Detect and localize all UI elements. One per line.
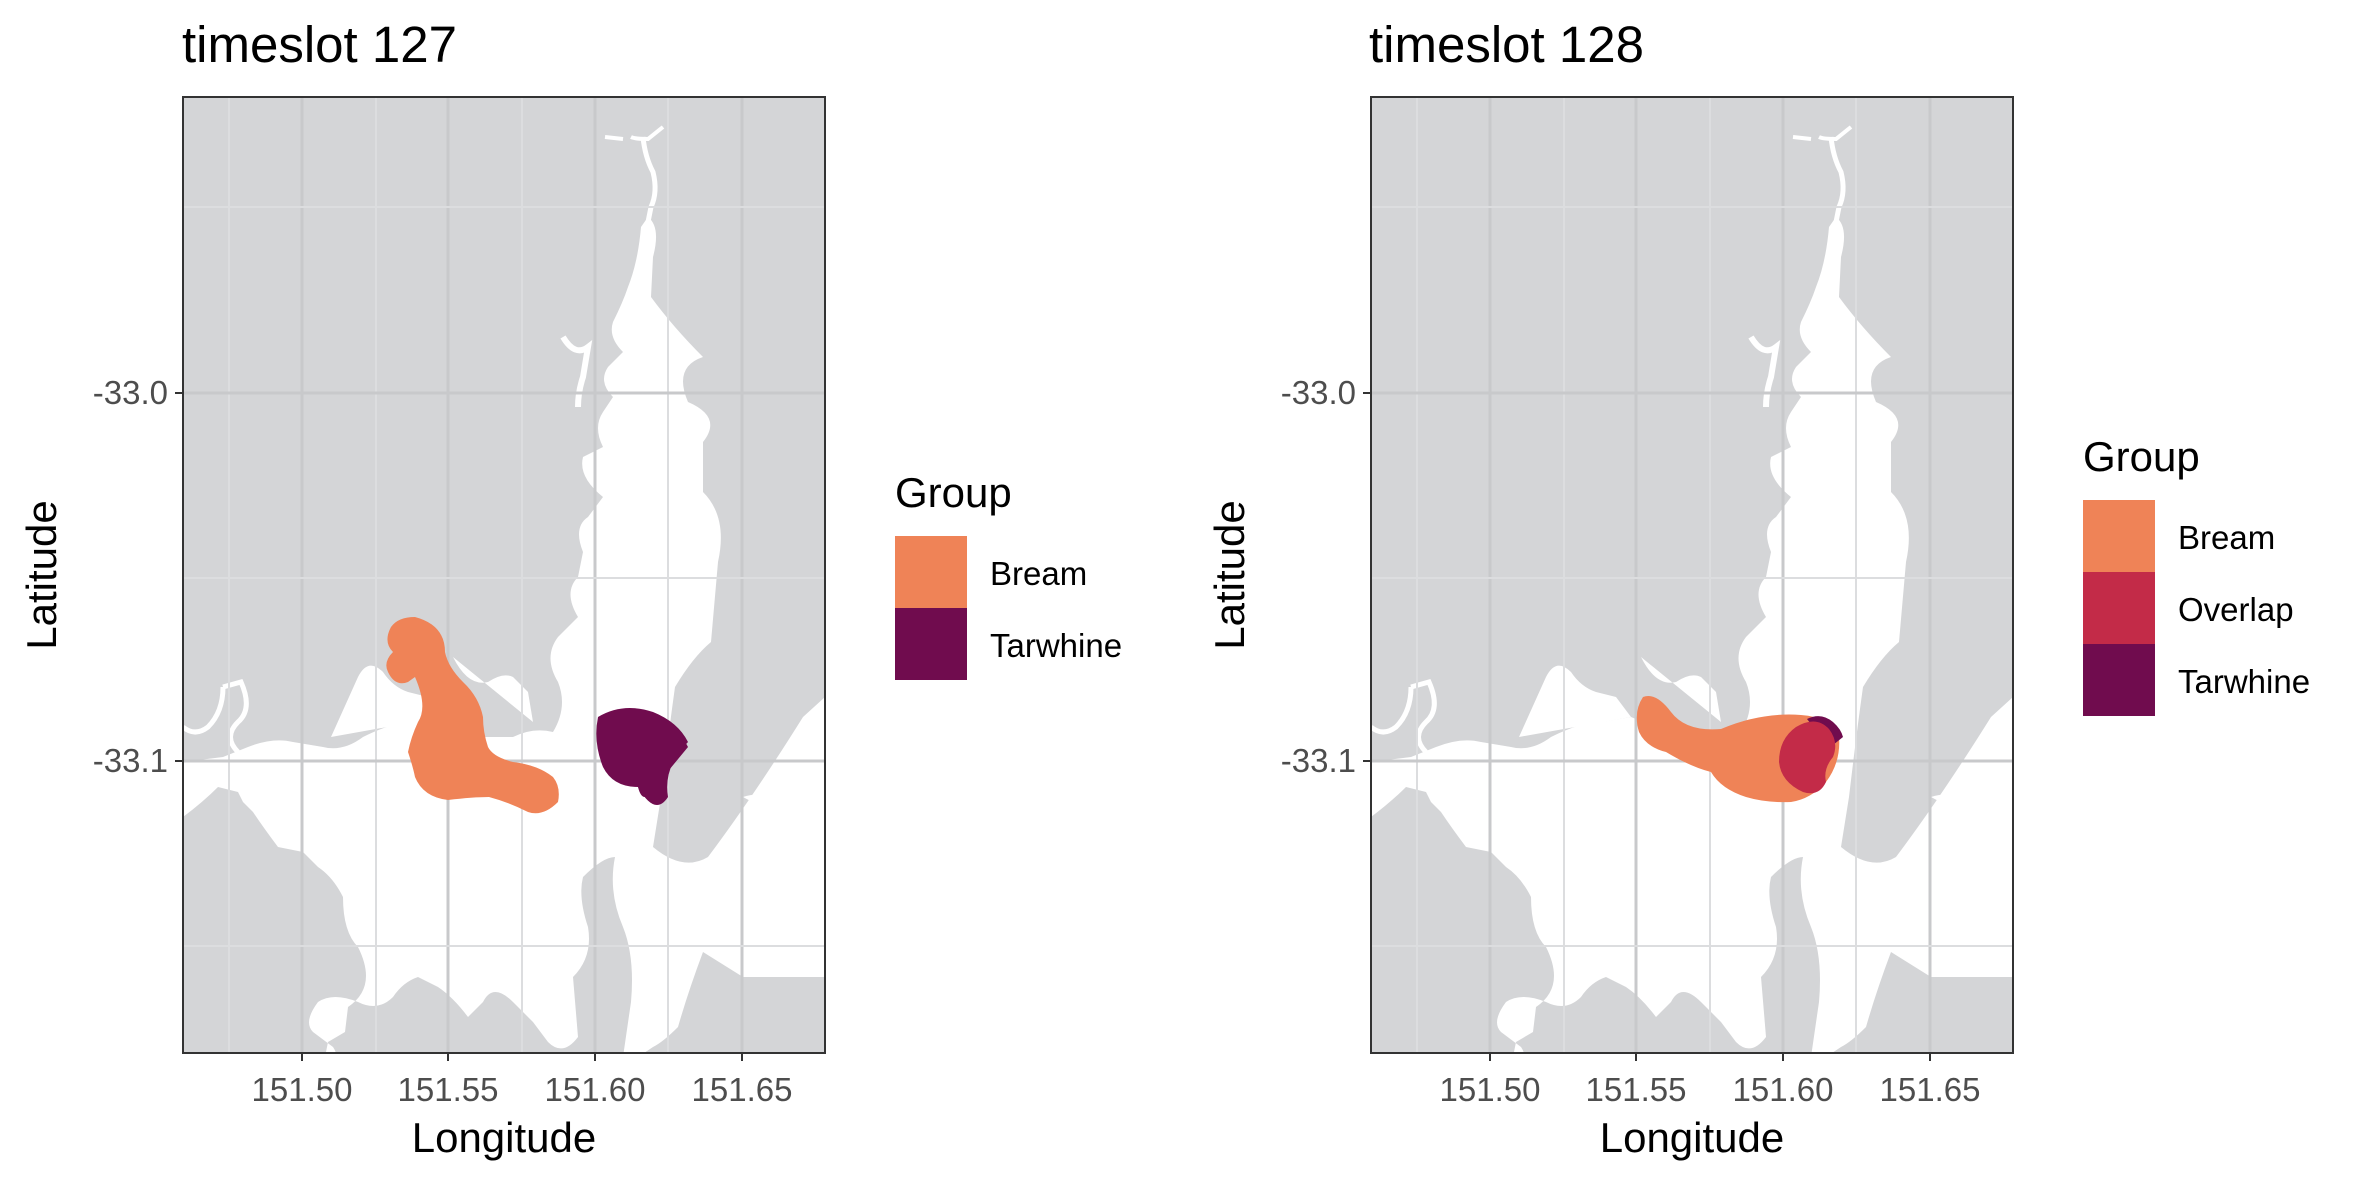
- y-axis-title: Latitude: [18, 500, 65, 649]
- x-axis: 151.50 151.55 151.60 151.65 Longitude: [1440, 1053, 1981, 1161]
- grid-lines: [1371, 97, 2013, 1053]
- bream-region: [386, 617, 559, 814]
- x-axis-title: Longitude: [412, 1114, 597, 1161]
- map-area: [1370, 96, 2014, 1067]
- legend-key-overlap: [2083, 572, 2155, 644]
- y-axis: -33.0 -33.1 Latitude: [18, 374, 183, 779]
- panel-timeslot-127: timeslot 127: [18, 16, 1122, 1161]
- x-tick-label: 151.65: [692, 1071, 793, 1108]
- grid-lines: [183, 97, 825, 1053]
- x-tick-label: 151.55: [1586, 1071, 1687, 1108]
- y-tick-label: -33.1: [1281, 742, 1356, 779]
- x-tick-label: 151.65: [1880, 1071, 1981, 1108]
- y-axis: -33.0 -33.1 Latitude: [1206, 374, 1371, 779]
- legend-label: Bream: [990, 555, 1087, 592]
- panel-title: timeslot 127: [182, 16, 457, 73]
- legend-label: Overlap: [2178, 591, 2294, 628]
- panel-border: [1370, 96, 2014, 1054]
- legend-key-tarwhine: [895, 608, 967, 680]
- map-area: [182, 96, 826, 1067]
- panel-title: timeslot 128: [1369, 16, 1644, 73]
- tarwhine-region-2: [596, 708, 688, 805]
- legend: Group Bream Tarwhine: [895, 469, 1122, 680]
- x-tick-label: 151.60: [545, 1071, 646, 1108]
- legend-key-bream: [2083, 500, 2155, 572]
- y-axis-title: Latitude: [1206, 500, 1253, 649]
- y-tick-label: -33.1: [93, 742, 168, 779]
- legend-label: Tarwhine: [990, 627, 1122, 664]
- legend-key-tarwhine: [2083, 644, 2155, 716]
- legend-key-bream: [895, 536, 967, 608]
- x-axis-title: Longitude: [1600, 1114, 1785, 1161]
- panel-timeslot-128: timeslot 128: [1206, 16, 2310, 1161]
- x-tick-label: 151.50: [252, 1071, 353, 1108]
- legend: Group Bream Overlap Tarwhine: [2083, 433, 2310, 716]
- y-tick-label: -33.0: [93, 374, 168, 411]
- x-tick-label: 151.50: [1440, 1071, 1541, 1108]
- legend-title: Group: [2083, 433, 2200, 480]
- legend-label: Bream: [2178, 519, 2275, 556]
- legend-label: Tarwhine: [2178, 663, 2310, 700]
- panel-border: [182, 96, 826, 1054]
- legend-title: Group: [895, 469, 1012, 516]
- x-tick-label: 151.55: [398, 1071, 499, 1108]
- overlap-region: [1779, 721, 1836, 794]
- x-axis: 151.50 151.55 151.60 151.65 Longitude: [252, 1053, 793, 1161]
- x-tick-label: 151.60: [1733, 1071, 1834, 1108]
- y-tick-label: -33.0: [1281, 374, 1356, 411]
